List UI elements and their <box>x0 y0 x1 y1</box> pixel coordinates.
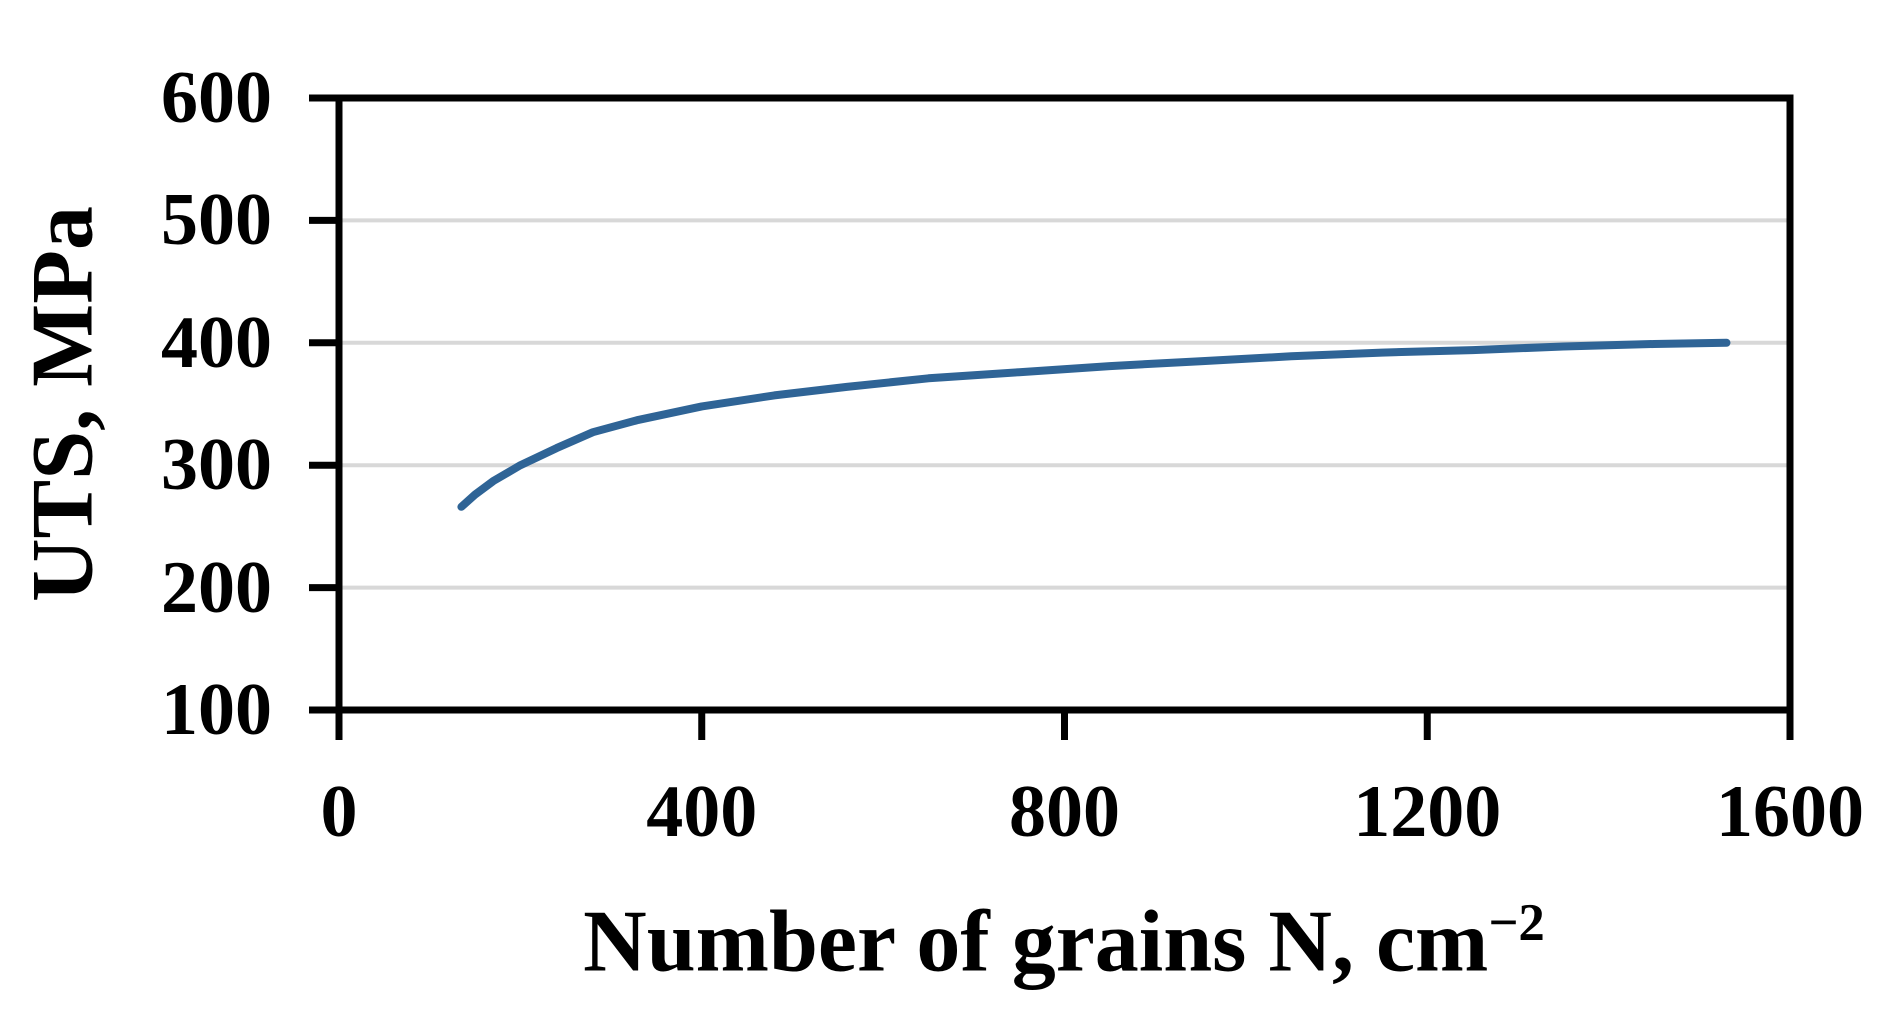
uts-curve <box>457 338 1731 511</box>
y-tick-label: 500 <box>161 179 272 262</box>
y-axis-title: UTS, MPa <box>13 206 114 602</box>
x-tick-label: 0 <box>320 771 358 853</box>
y-tick-label: 300 <box>161 424 272 507</box>
x-axis-title-text: Number of grains N, cm <box>583 893 1489 991</box>
y-tick-label: 100 <box>161 669 272 751</box>
y-tick-label: 200 <box>161 546 272 629</box>
y-axis-title-text: UTS, MPa <box>14 206 112 602</box>
plot-frame <box>335 94 1794 714</box>
x-tick-label: 1600 <box>1716 771 1864 853</box>
x-tick-label: 800 <box>1009 771 1120 853</box>
x-axis-title: Number of grains N, cm−2 <box>583 892 1545 993</box>
x-axis-title-superscript: −2 <box>1488 894 1545 953</box>
y-tick-label: 400 <box>161 301 272 384</box>
y-tick-label: 600 <box>161 57 272 139</box>
x-tick-label: 1200 <box>1353 771 1502 853</box>
x-tick-label: 400 <box>646 771 758 853</box>
